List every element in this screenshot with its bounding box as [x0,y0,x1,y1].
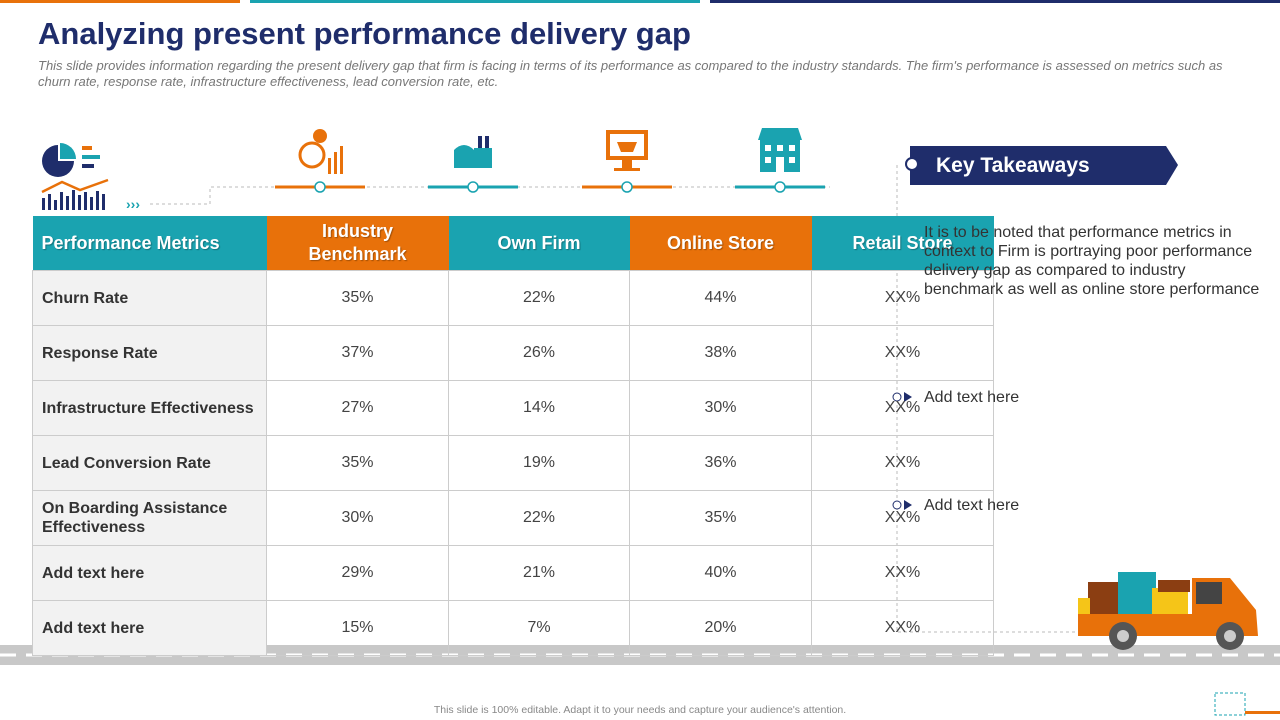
value-cell: 26% [448,325,630,381]
value-cell: XX% [811,380,994,436]
value-cell: XX% [811,325,994,381]
value-cell: 30% [266,490,449,546]
title: Analyzing present performance delivery g… [38,16,691,51]
table-row: On Boarding Assistance Effectiveness 30% 2… [32,490,994,546]
value-cell: 22% [448,490,630,546]
value-cell: 27% [266,380,449,436]
metric-cell: On Boarding Assistance Effectiveness [32,490,267,546]
metric-cell: Churn Rate [32,270,267,326]
value-cell: 36% [629,435,812,491]
value-cell: 40% [629,545,812,601]
value-cell: 21% [448,545,630,601]
table-row: Add text here 29% 21% 40% XX% [32,545,994,601]
metric-cell: Infrastructure Effectiveness [32,380,267,436]
value-cell: 38% [629,325,812,381]
header-cell: Online Store [629,216,812,271]
value-cell: 15% [266,600,449,656]
takeaway-text: Add text here [924,389,1020,406]
value-cell: 35% [266,435,449,491]
value-cell: 35% [629,490,812,546]
value-cell: XX% [811,490,994,546]
footer: This slide is 100% editable. Adapt it to… [433,704,847,716]
subtitle: This slide provides information regardin… [38,58,1223,89]
value-cell: 35% [266,270,449,326]
takeaway-text: It is to be noted that performance metri… [924,224,1260,298]
table-row: Lead Conversion Rate 35% 19% 36% XX% [32,435,994,491]
value-cell: 20% [629,600,812,656]
table-row: Response Rate 37% 26% 38% XX% [32,325,994,381]
value-cell: 7% [448,600,630,656]
takeaway-text: Add text here [924,497,1020,514]
value-cell: 29% [266,545,449,601]
metric-cell: Response Rate [32,325,267,381]
value-cell: 14% [448,380,630,436]
value-cell: 22% [448,270,630,326]
metric-cell: Add text here [32,545,267,601]
metric-cell: Lead Conversion Rate [32,435,267,491]
svg-text:›››: ››› [126,196,140,212]
table-row: Add text here 15% 7% 20% XX% [32,600,994,656]
header-cell: Own Firm [448,216,630,271]
header-cell: Industry Benchmark [266,216,449,271]
value-cell: XX% [811,545,994,601]
metric-cell: Add text here [32,600,267,656]
takeaways-title: Key Takeaways [936,154,1090,177]
header-cell: Performance Metrics [32,216,267,271]
value-cell: 44% [629,270,812,326]
value-cell: 30% [629,380,812,436]
metrics-table: Performance Metrics Industry Benchmark Own… [32,216,994,656]
value-cell: 19% [448,435,630,491]
header-cell: Retail Store [811,216,994,271]
value-cell: XX% [811,600,994,656]
value-cell: XX% [811,435,994,491]
table-row: Infrastructure Effectiveness 27% 14% 30% XX% [32,380,994,436]
table-row: Churn Rate 35% 22% 44% XX% [32,270,994,326]
value-cell: 37% [266,325,449,381]
